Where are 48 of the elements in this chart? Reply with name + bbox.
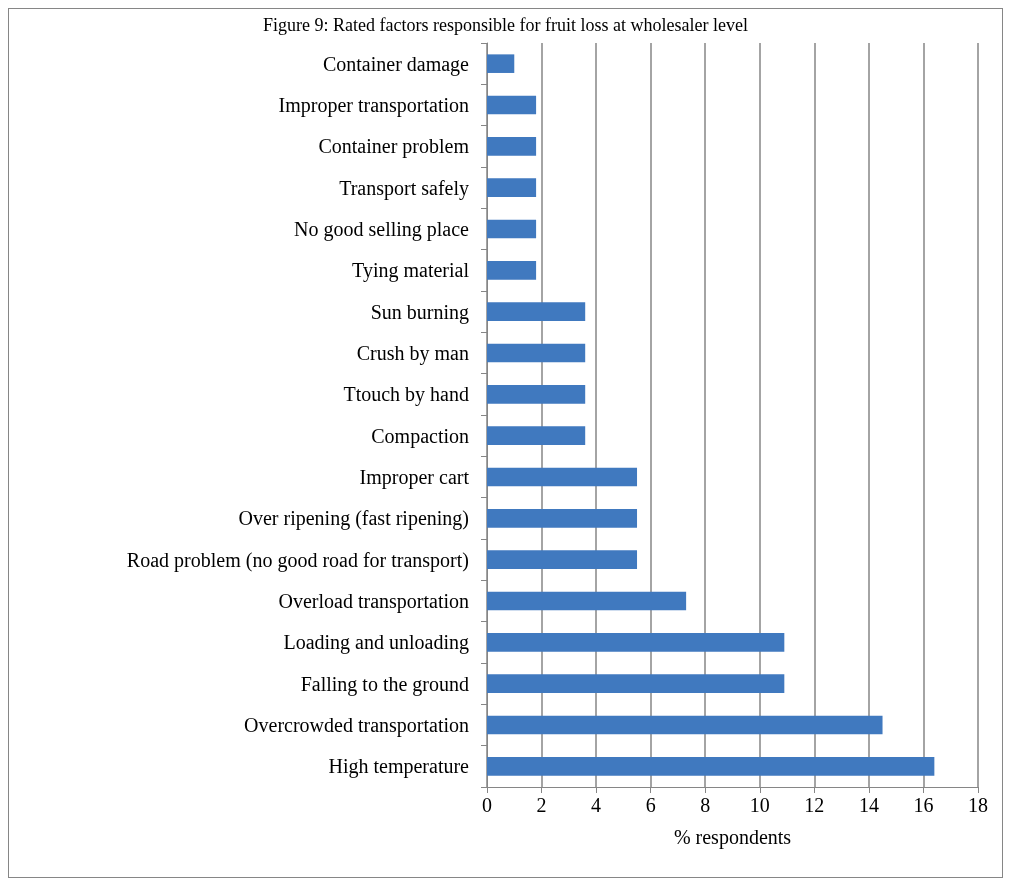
bar	[487, 426, 586, 445]
bar	[487, 302, 586, 321]
y-tick-label: Overcrowded transportation	[244, 714, 469, 737]
x-tick-label: 16	[913, 794, 934, 816]
bar	[487, 385, 586, 404]
x-tick-label: 6	[645, 794, 656, 816]
bar	[487, 757, 935, 776]
y-tick-label: Container problem	[318, 135, 470, 159]
x-tick-label: 8	[700, 794, 711, 816]
x-tick-label: 14	[858, 794, 879, 816]
y-tick-label: Falling to the ground	[300, 672, 469, 696]
bar	[487, 95, 537, 115]
x-tick-label: 4	[591, 794, 602, 816]
x-tick-label: 18	[968, 794, 988, 816]
y-tick-label: Tying material	[352, 259, 470, 283]
bar	[487, 509, 638, 528]
bar	[487, 137, 537, 156]
bar	[487, 219, 537, 239]
y-tick-label: Sun burning	[370, 300, 469, 324]
chart-title: Figure 9: Rated factors responsible for fruit loss at wholesaler level	[263, 15, 748, 35]
y-tick-label: Overload transportation	[278, 590, 469, 613]
y-tick-label: High temperature	[328, 755, 470, 779]
bar	[487, 591, 687, 611]
x-tick-label: 2	[536, 794, 547, 816]
bar	[487, 54, 515, 73]
bar	[487, 467, 638, 487]
bar	[487, 715, 883, 735]
y-tick-label: Container damage	[322, 52, 470, 76]
bar	[487, 633, 785, 652]
bar	[487, 550, 638, 569]
bar	[487, 178, 537, 197]
y-tick-label: No good selling place	[294, 218, 470, 241]
x-tick-label: 10	[749, 794, 770, 816]
y-tick-label: Compaction	[371, 424, 469, 448]
x-tick-label: 12	[804, 794, 825, 816]
y-tick-label: Improper cart	[359, 466, 470, 489]
y-tick-label: Transport safely	[339, 176, 469, 200]
y-tick-label: Ttouch by hand	[343, 383, 469, 407]
y-tick-label: Road problem (no good road for transport)	[126, 548, 469, 572]
x-axis-title: % respondents	[673, 826, 792, 849]
y-tick-label: Crush by man	[356, 342, 469, 365]
y-tick-label: Loading and unloading	[283, 631, 469, 655]
y-tick-label: Improper transportation	[278, 94, 469, 117]
bar	[487, 261, 537, 280]
bar	[487, 343, 586, 363]
y-tick-label: Over ripening (fast ripening)	[238, 507, 469, 531]
bar	[487, 674, 785, 693]
x-tick-label: 0	[482, 794, 492, 816]
